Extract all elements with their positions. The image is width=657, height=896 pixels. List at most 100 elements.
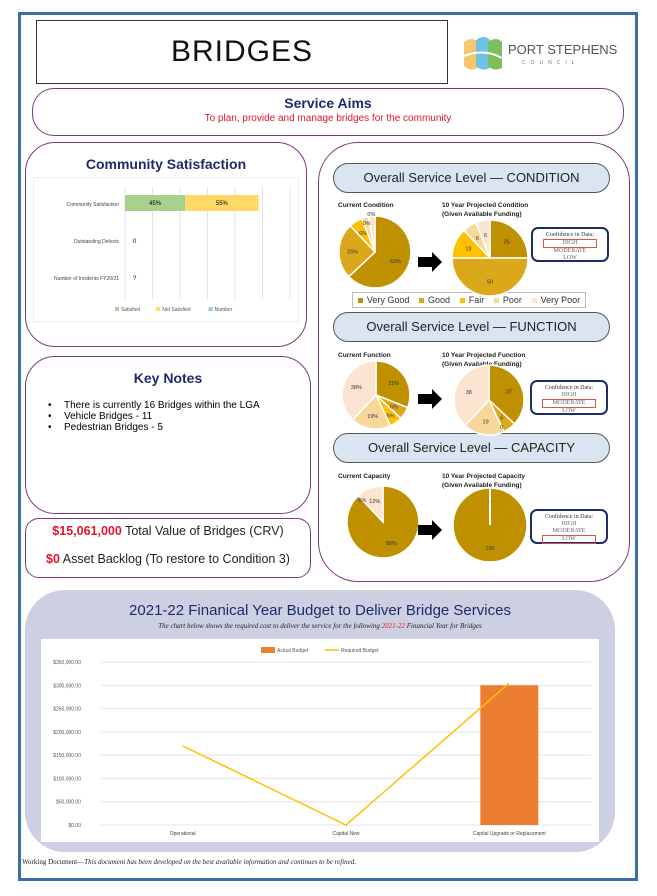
condition-banner: Overall Service Level — CONDITION [333,163,610,193]
confidence-low: LOW [562,408,576,414]
legend-item: Very Good [357,295,409,305]
legend-swatch-actual [261,647,275,653]
projected-condition-title: 10 Year Projected Condition (Given Availa… [442,201,528,219]
pie-label: 0% [367,212,375,218]
pie-label: 25 [504,239,510,245]
legend-label: Number [215,307,233,313]
category-label: Community Satisfaction [66,202,119,208]
projected-capacity-title-text: 10 Year Projected Capacity [442,473,525,480]
pie-label: 37 [506,389,512,395]
confidence-high: HIGH [561,392,577,398]
pie-label: 38 [466,390,472,396]
pie-slice-very-poor [341,360,377,421]
pie-10-year-projected-function: 38 37 19 6 0 [453,364,525,436]
pie-label: 63% [390,259,401,265]
bar-satisfied [125,195,186,211]
legend-item: Good [419,295,450,305]
key-note: Vehicle Bridges - 11 [48,411,310,422]
pie-slice-very-good [488,364,525,426]
pie-slice-poor [463,398,505,436]
pie-label: 6% [359,231,367,237]
pie-label: 6% [387,413,395,419]
key-note: Pedestrian Bridges - 5 [48,422,310,433]
pie-slice-very-poor [453,364,490,427]
pie-current-condition: 63% 25% 6% 0% 0% [338,212,412,289]
category-label: Outstanding Defects [74,239,120,245]
pie-slice-very-good [489,219,529,259]
budget-subtitle: The chart below shows the required cost … [158,622,482,630]
pie-current-capacity: 88% 12%6% [346,485,420,559]
current-condition-title: Current Condition [338,202,394,209]
confidence-moderate: MODERATE [553,248,587,254]
confidence-title: Confidence in Data: [544,514,594,520]
arrow-right-icon [418,520,442,540]
crv-amount: $15,061,000 [52,524,122,538]
y-tick-label: $250,000.00 [53,707,81,713]
pie-slice-very-poor [367,215,376,253]
current-function-title: Current Function [338,352,391,359]
arrow-right-icon [418,252,442,272]
y-tick-label: $150,000.00 [53,753,81,759]
condition-confidence-box: Confidence in Data: HIGH MODERATE LOW [531,227,609,262]
confidence-moderate: MODERATE [552,528,586,534]
key-note: There is currently 16 Bridges within the… [48,400,310,411]
legend-label: Required Budget [341,648,379,654]
service-aims-text: To plan, provide and manage bridges for … [204,113,452,124]
projected-function-sub: (Given Available Funding) [442,361,522,368]
budget-title: 2021-22 Finanical Year Budget to Deliver… [129,602,511,619]
projected-capacity-title: 10 Year Projected Capacity (Given Availab… [442,472,525,490]
key-notes-title: Key Notes [133,370,203,386]
bar-label: ? [133,276,137,282]
service-aims-panel: Service Aims To plan, provide and manage… [32,88,624,136]
y-tick-label: $350,000.00 [53,660,81,666]
confidence-title: Confidence in Data: [544,385,594,391]
projected-condition-title-text: 10 Year Projected Condition [442,202,529,209]
pie-label: 6 [500,416,503,422]
pie-label: 50 [487,280,493,286]
y-tick-label: $100,000.00 [53,776,81,782]
bar-label: 45% [149,201,162,207]
y-tick-label: $50,000.00 [56,800,81,806]
y-tick-label: $300,000.00 [53,683,81,689]
projected-function-title-text: 10 Year Projected Function [442,352,526,359]
projected-capacity-sub: (Given Available Funding) [442,482,522,489]
pie-current-function: 38% 31% 19% 6% 6% [341,360,411,430]
pie-label: 38% [351,385,362,391]
function-confidence-box: Confidence in Data: HIGH MODERATE LOW [530,380,608,415]
pie-label: 19% [367,414,378,420]
pie-label: 100 [485,546,494,552]
community-satisfaction-chart: Community Satisfaction Outstanding Defect… [33,177,299,322]
pie-slice-very-poor [357,485,384,524]
capacity-confidence-box: Confidence in Data: HIGH MODERATE LOW [530,509,608,544]
projected-function-title: 10 Year Projected Function (Given Availab… [442,351,525,369]
x-tick-label: Operational [170,831,196,837]
pie-label: 25% [347,249,358,255]
x-tick-label: Capital Upgrade or Replacement [473,831,546,837]
page-title: BRIDGES [36,20,448,84]
condition-legend: Very Good Good Fair Poor Very Poor [352,292,586,308]
confidence-high: HIGH [561,521,577,527]
pie-10-year-projected-condition: 50 25 13 66 [451,219,529,297]
category-label: Number of Incidents FY20/21 [54,276,119,282]
logo-name: PORT STEPHENS [508,42,618,57]
pie-label: 13 [465,247,471,253]
pie-slice-very-good [375,360,411,409]
pie-label: 6% [390,404,398,410]
legend-item: Very Poor [531,295,580,305]
bar-label: 0 [133,239,137,245]
legend-label: Satisfied [121,307,140,313]
logo-mark-icon [463,37,503,70]
pie-10-year-projected-capacity: 1000 [452,487,528,563]
current-capacity-title: Current Capacity [338,473,391,480]
pie-slice-very-good [347,215,412,289]
projected-condition-sub: (Given Available Funding) [442,211,522,218]
function-banner: Overall Service Level — FUNCTION [333,312,610,342]
pie-label: 6 [484,233,487,239]
pie-slice-good [338,224,377,278]
pie-slice-very-poor [475,219,491,259]
backlog-label: Asset Backlog (To restore to Condition 3… [62,552,290,566]
confidence-high: HIGH [543,239,597,248]
asset-values-panel: $15,061,000 Total Value of Bridges (CRV)… [25,518,311,578]
y-tick-label: $0.00 [68,823,81,829]
